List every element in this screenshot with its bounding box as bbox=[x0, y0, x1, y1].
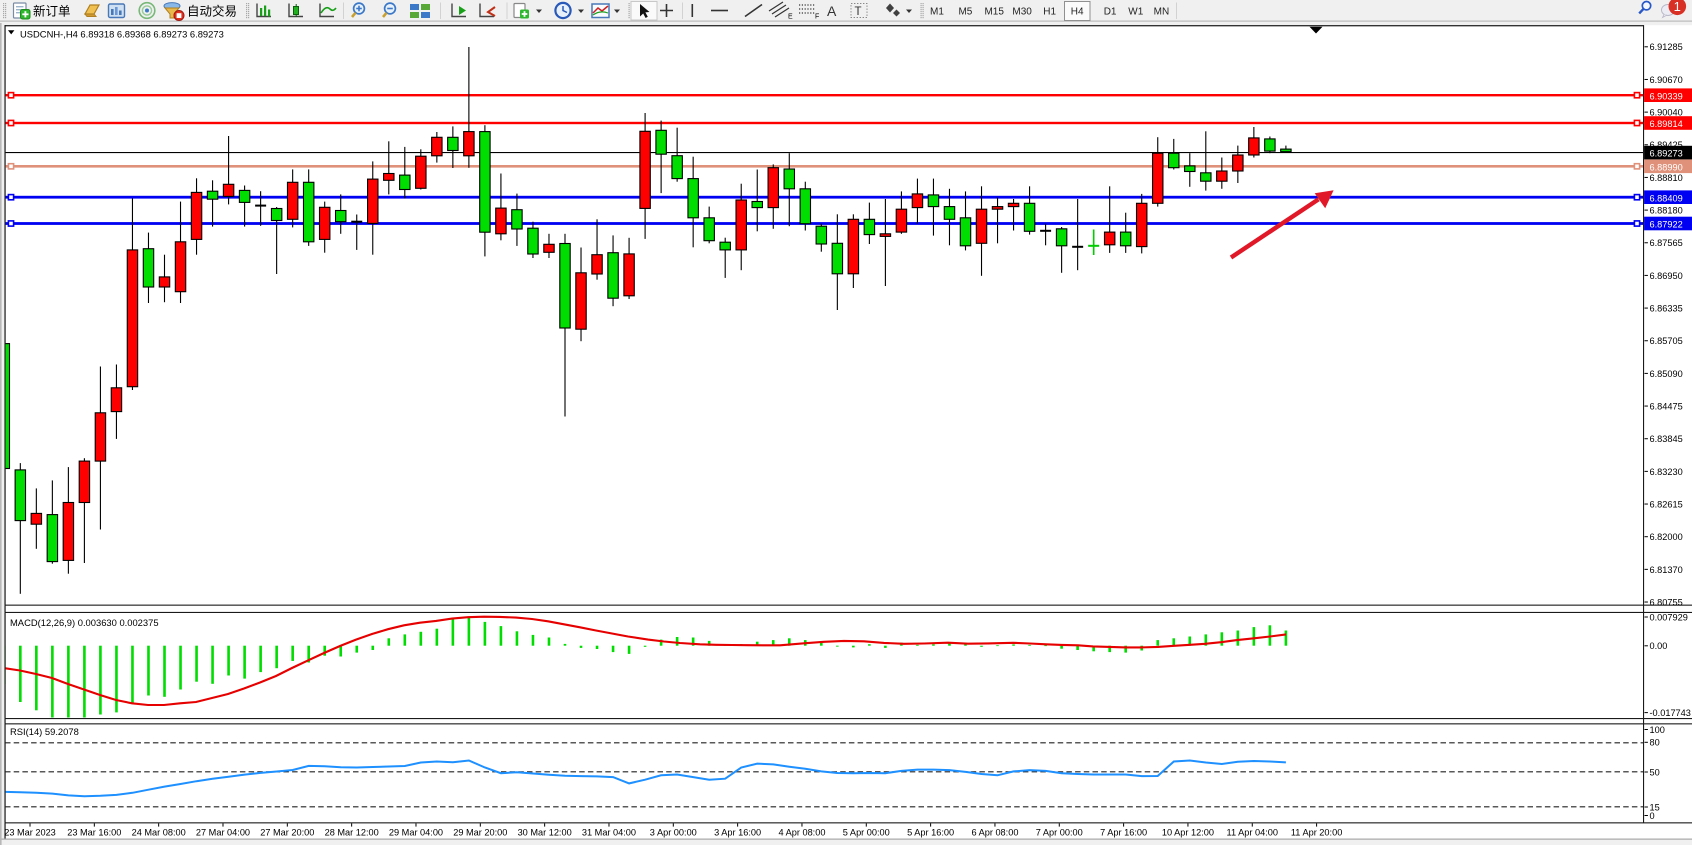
svg-text:6.90040: 6.90040 bbox=[1650, 108, 1683, 118]
svg-text:100: 100 bbox=[1650, 725, 1665, 735]
svg-text:29 Mar 04:00: 29 Mar 04:00 bbox=[389, 827, 443, 837]
svg-text:15: 15 bbox=[1650, 802, 1660, 812]
svg-text:0.00: 0.00 bbox=[1650, 641, 1668, 651]
svg-text:6.84475: 6.84475 bbox=[1650, 401, 1683, 411]
svg-text:7 Apr 16:00: 7 Apr 16:00 bbox=[1100, 827, 1147, 837]
svg-text:T: T bbox=[855, 6, 862, 18]
svg-text:23 Mar 2023: 23 Mar 2023 bbox=[4, 827, 56, 837]
svg-text:0.007929: 0.007929 bbox=[1650, 612, 1688, 622]
svg-text:7 Apr 00:00: 7 Apr 00:00 bbox=[1036, 827, 1083, 837]
svg-text:6.88409: 6.88409 bbox=[1650, 193, 1683, 203]
svg-text:6.80755: 6.80755 bbox=[1650, 597, 1683, 607]
svg-text:6.85090: 6.85090 bbox=[1650, 369, 1683, 379]
svg-text:6.88990: 6.88990 bbox=[1650, 162, 1683, 172]
svg-text:6.88810: 6.88810 bbox=[1650, 173, 1683, 183]
svg-text:D1: D1 bbox=[1104, 7, 1117, 18]
svg-text:H4: H4 bbox=[1071, 7, 1084, 18]
svg-text:6.87565: 6.87565 bbox=[1650, 238, 1683, 248]
svg-text:M1: M1 bbox=[930, 7, 944, 18]
svg-text:6.83845: 6.83845 bbox=[1650, 434, 1683, 444]
svg-text:6.90339: 6.90339 bbox=[1650, 91, 1683, 101]
svg-text:6 Apr 08:00: 6 Apr 08:00 bbox=[971, 827, 1018, 837]
svg-text:6.86950: 6.86950 bbox=[1650, 271, 1683, 281]
svg-text:31 Mar 04:00: 31 Mar 04:00 bbox=[582, 827, 636, 837]
svg-text:11 Apr 04:00: 11 Apr 04:00 bbox=[1227, 827, 1278, 837]
svg-text:M5: M5 bbox=[958, 7, 972, 18]
svg-text:E: E bbox=[788, 14, 793, 21]
svg-text:6.81370: 6.81370 bbox=[1650, 565, 1683, 575]
svg-text:24 Mar 08:00: 24 Mar 08:00 bbox=[132, 827, 186, 837]
svg-text:5 Apr 00:00: 5 Apr 00:00 bbox=[843, 827, 890, 837]
svg-text:6.83230: 6.83230 bbox=[1650, 467, 1683, 477]
svg-text:H1: H1 bbox=[1043, 7, 1056, 18]
svg-text:6.88180: 6.88180 bbox=[1650, 206, 1683, 216]
svg-text:1: 1 bbox=[1674, 0, 1681, 14]
svg-text:6.85705: 6.85705 bbox=[1650, 336, 1683, 346]
svg-text:M15: M15 bbox=[984, 7, 1004, 18]
svg-text:30 Mar 12:00: 30 Mar 12:00 bbox=[518, 827, 572, 837]
svg-text:6.89273: 6.89273 bbox=[1650, 149, 1683, 159]
svg-text:80: 80 bbox=[1650, 738, 1660, 748]
svg-text:27 Mar 04:00: 27 Mar 04:00 bbox=[196, 827, 250, 837]
svg-text:11 Apr 20:00: 11 Apr 20:00 bbox=[1291, 827, 1342, 837]
svg-text:6.87922: 6.87922 bbox=[1650, 220, 1683, 230]
svg-text:6.89814: 6.89814 bbox=[1650, 119, 1683, 129]
svg-text:RSI(14) 59.2078: RSI(14) 59.2078 bbox=[10, 726, 79, 737]
svg-text:F: F bbox=[815, 14, 819, 21]
svg-text:6.90670: 6.90670 bbox=[1650, 75, 1683, 85]
svg-text:6.91285: 6.91285 bbox=[1650, 42, 1683, 52]
svg-text:5 Apr 16:00: 5 Apr 16:00 bbox=[907, 827, 954, 837]
svg-text:3 Apr 00:00: 3 Apr 00:00 bbox=[650, 827, 697, 837]
svg-text:自动交易: 自动交易 bbox=[187, 4, 237, 19]
svg-text:6.82615: 6.82615 bbox=[1650, 499, 1683, 509]
svg-text:USDCNH-,H4 6.89318 6.89368 6.: USDCNH-,H4 6.89318 6.89368 6.89273 6.892… bbox=[20, 28, 224, 39]
svg-text:4 Apr 08:00: 4 Apr 08:00 bbox=[778, 827, 825, 837]
svg-text:6.86335: 6.86335 bbox=[1650, 303, 1683, 313]
svg-text:10 Apr 12:00: 10 Apr 12:00 bbox=[1162, 827, 1214, 837]
svg-text:3 Apr 16:00: 3 Apr 16:00 bbox=[714, 827, 761, 837]
svg-text:新订单: 新订单 bbox=[33, 4, 71, 19]
svg-text:-0.017743: -0.017743 bbox=[1650, 708, 1691, 718]
svg-text:6.89425: 6.89425 bbox=[1650, 140, 1683, 150]
svg-text:6.82000: 6.82000 bbox=[1650, 532, 1683, 542]
svg-text:MACD(12,26,9) 0.003630 0.00237: MACD(12,26,9) 0.003630 0.002375 bbox=[10, 617, 159, 628]
svg-text:23 Mar 16:00: 23 Mar 16:00 bbox=[67, 827, 121, 837]
svg-text:29 Mar 20:00: 29 Mar 20:00 bbox=[453, 827, 507, 837]
svg-text:A: A bbox=[827, 3, 837, 19]
svg-text:W1: W1 bbox=[1128, 7, 1143, 18]
svg-text:M30: M30 bbox=[1012, 7, 1032, 18]
svg-text:28 Mar 12:00: 28 Mar 12:00 bbox=[325, 827, 379, 837]
svg-text:MN: MN bbox=[1154, 7, 1170, 18]
svg-text:27 Mar 20:00: 27 Mar 20:00 bbox=[260, 827, 314, 837]
svg-text:0: 0 bbox=[1650, 811, 1655, 821]
svg-text:50: 50 bbox=[1650, 767, 1660, 777]
